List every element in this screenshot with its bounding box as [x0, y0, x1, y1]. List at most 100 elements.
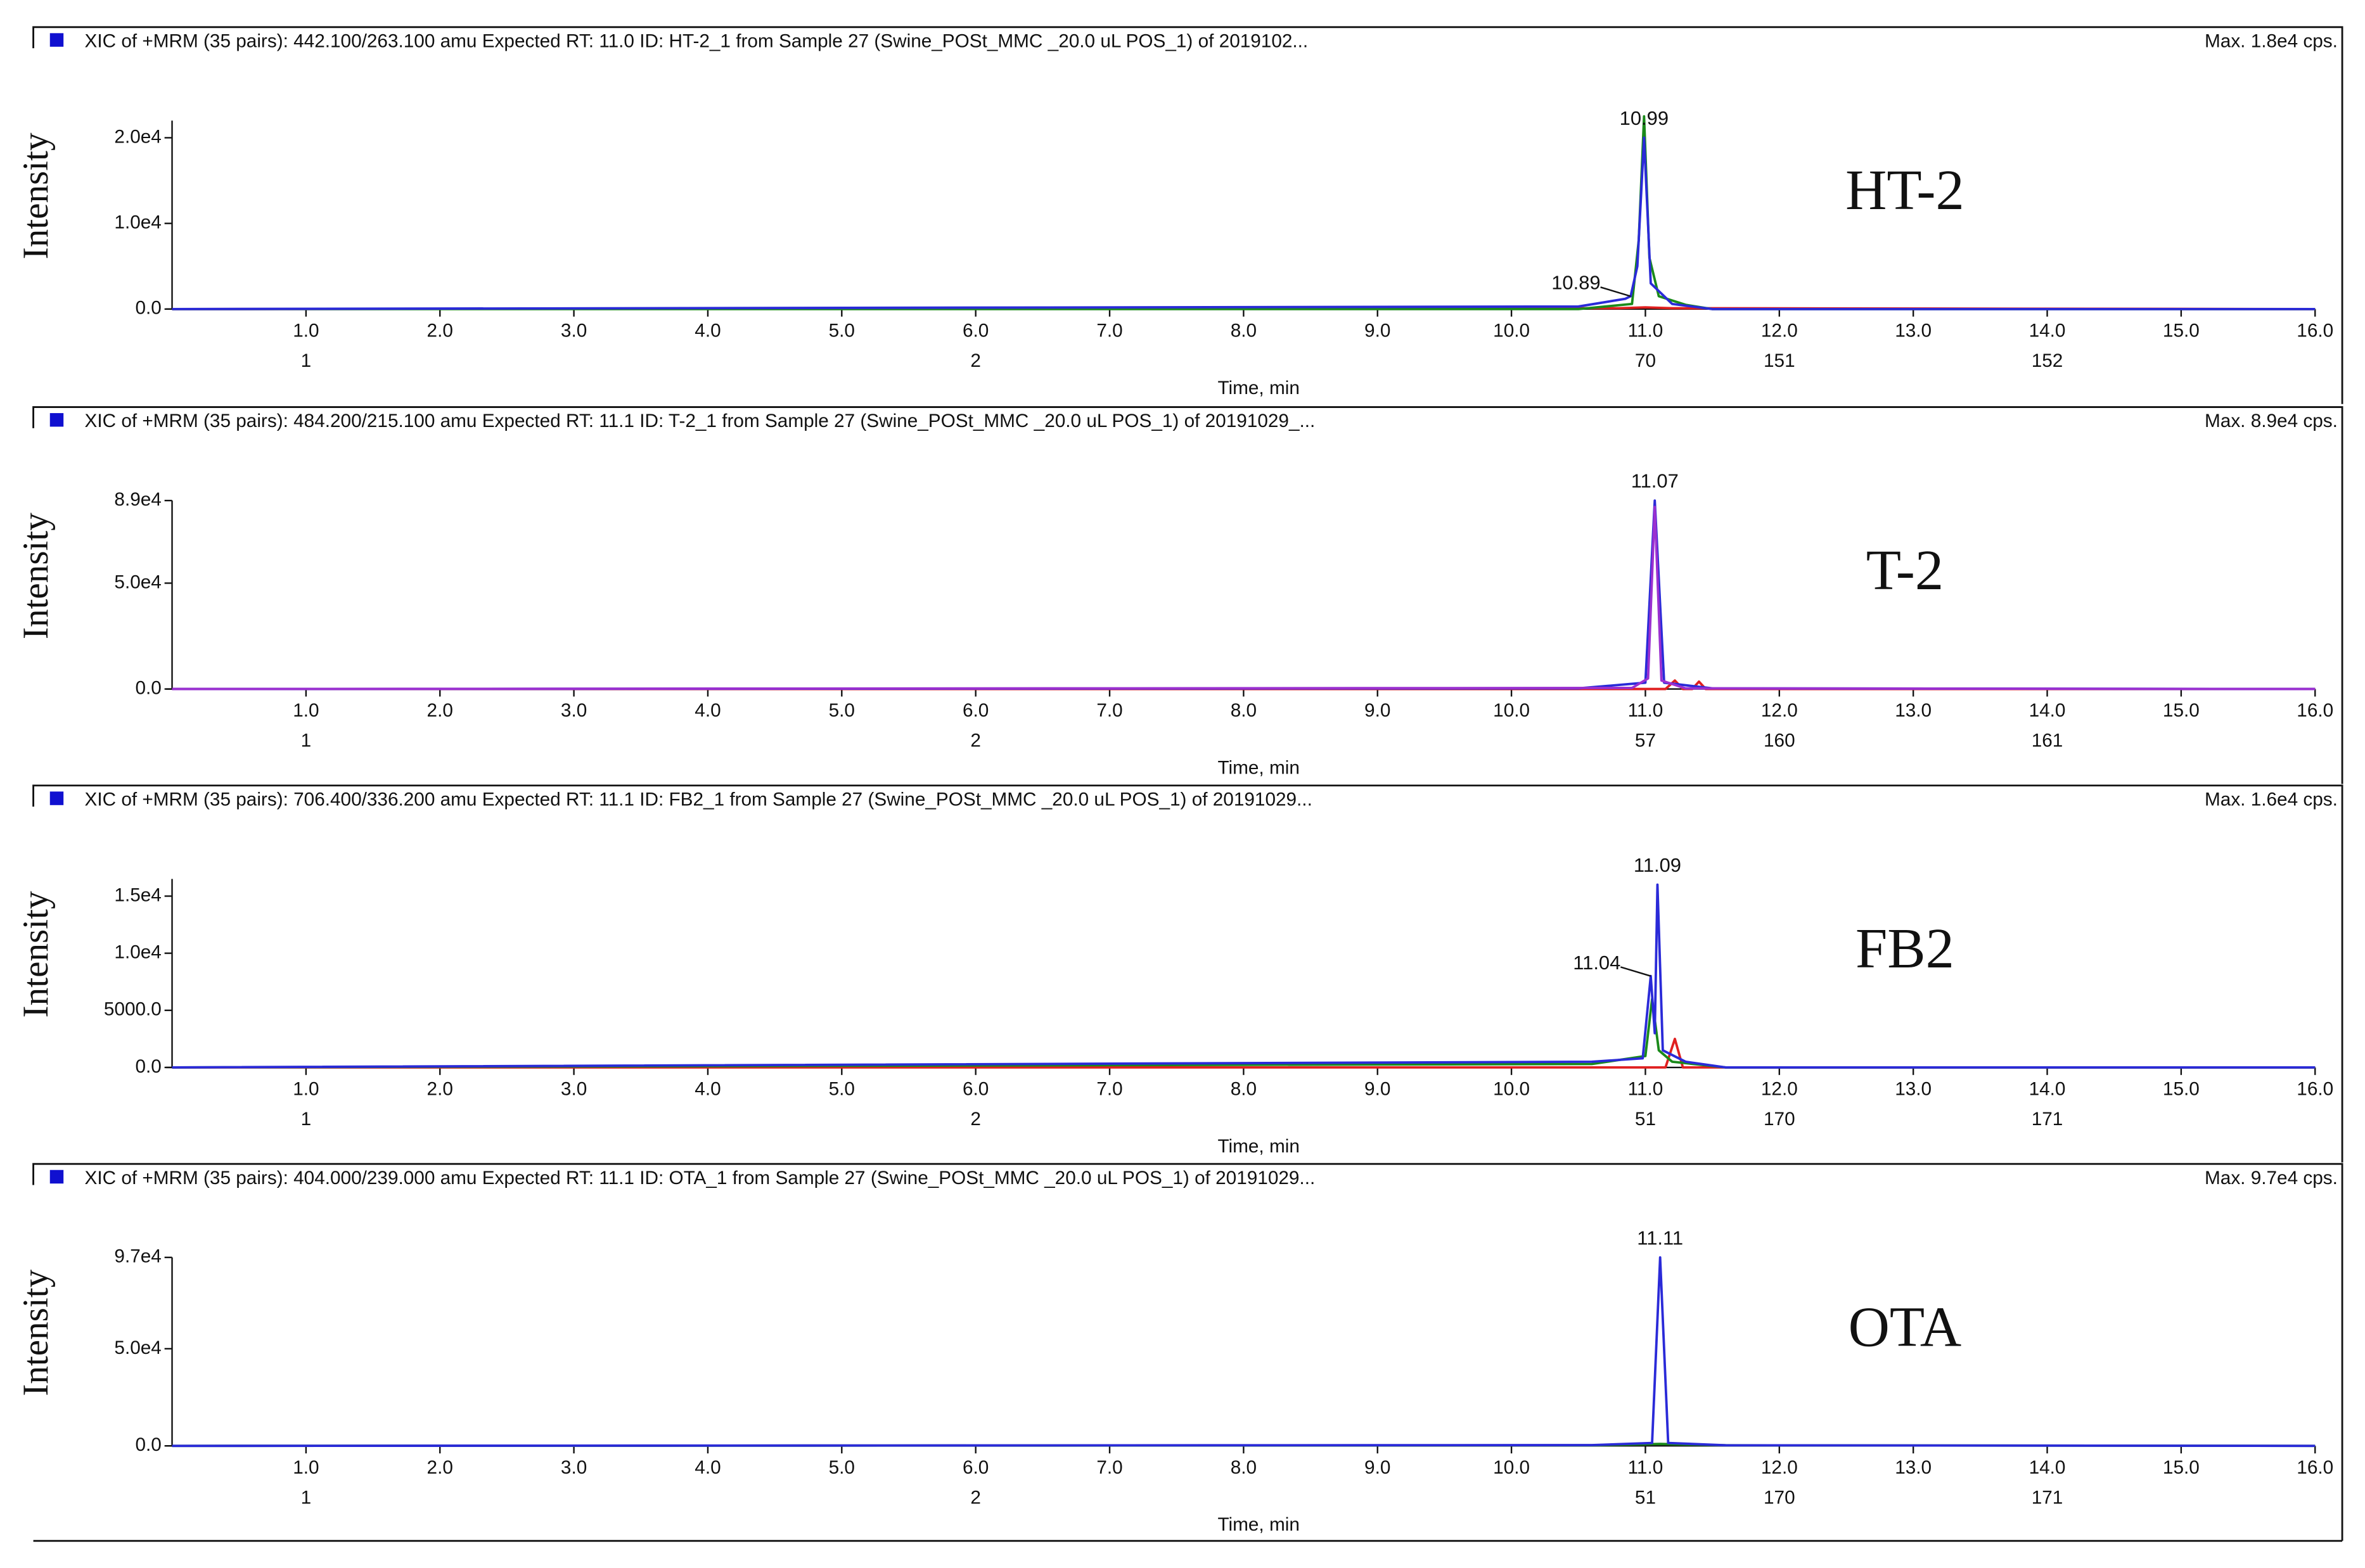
x-tick-label: 14.0 — [2029, 1457, 2066, 1478]
scan-label: 152 — [2032, 350, 2063, 371]
scan-label: 151 — [1764, 350, 1795, 371]
scan-label: 171 — [2032, 1109, 2063, 1130]
panel-frame — [32, 1163, 2343, 1541]
x-tick-label: 11.0 — [1628, 1078, 1663, 1099]
y-tick-label: 0.0 — [136, 677, 162, 698]
y-axis-label: Intensity — [16, 1269, 56, 1396]
x-tick-label: 3.0 — [561, 1457, 587, 1478]
chart-panel: XIC of +MRM (35 pairs): 706.400/336.200 … — [16, 784, 2343, 1163]
x-tick-label: 7.0 — [1096, 1457, 1122, 1478]
scan-label: 1 — [301, 730, 312, 751]
x-tick-label: 9.0 — [1364, 320, 1390, 341]
header-icon — [49, 413, 64, 427]
x-tick-label: 13.0 — [1895, 1457, 1932, 1478]
y-axis-label: Intensity — [16, 132, 56, 259]
x-tick-label: 15.0 — [2163, 320, 2200, 341]
chromatogram-trace — [172, 506, 2316, 691]
peak-leader — [1600, 286, 1631, 297]
x-tick-label: 16.0 — [2297, 700, 2333, 721]
x-tick-label: 4.0 — [695, 1457, 721, 1478]
x-tick-label: 1.0 — [293, 320, 319, 341]
x-tick-label: 8.0 — [1231, 1078, 1257, 1099]
analyte-label: FB2 — [1855, 916, 1954, 980]
x-tick-label: 2.0 — [427, 1457, 453, 1478]
x-tick-label: 6.0 — [963, 1078, 989, 1099]
scan-label: 1 — [301, 350, 312, 371]
panel-frame — [32, 406, 2343, 784]
x-tick-label: 5.0 — [829, 1457, 855, 1478]
panel-frame — [32, 784, 2343, 1163]
x-tick-label: 9.0 — [1364, 700, 1390, 721]
x-tick-label: 13.0 — [1895, 1078, 1932, 1099]
x-tick-label: 11.0 — [1628, 320, 1663, 341]
x-tick-label: 12.0 — [1761, 1078, 1798, 1099]
y-tick-label: 0.0 — [136, 298, 162, 319]
chromatogram-trace — [172, 997, 2316, 1069]
panel-header: XIC of +MRM (35 pairs): 484.200/215.100 … — [84, 411, 1315, 431]
x-tick-label: 3.0 — [561, 700, 587, 721]
y-axis-label: Intensity — [16, 513, 56, 639]
scan-label: 171 — [2032, 1487, 2063, 1508]
max-intensity: Max. 1.8e4 cps. — [2205, 30, 2338, 51]
x-tick-label: 8.0 — [1231, 320, 1257, 341]
x-tick-label: 7.0 — [1096, 320, 1122, 341]
y-tick-label: 5.0e4 — [114, 571, 161, 592]
header-icon — [49, 33, 64, 47]
x-tick-label: 6.0 — [963, 1457, 989, 1478]
scan-label: 1 — [301, 1109, 312, 1130]
peak-label: 10.99 — [1620, 107, 1669, 129]
x-tick-label: 16.0 — [2297, 1078, 2333, 1099]
x-tick-label: 2.0 — [427, 700, 453, 721]
scan-label: 51 — [1635, 1487, 1656, 1508]
panel-header: XIC of +MRM (35 pairs): 442.100/263.100 … — [84, 30, 1308, 51]
y-tick-label: 1.0e4 — [114, 212, 161, 233]
y-tick-label: 5000.0 — [104, 999, 162, 1020]
y-axis-label: Intensity — [16, 891, 56, 1017]
max-intensity: Max. 9.7e4 cps. — [2205, 1168, 2338, 1189]
x-tick-label: 8.0 — [1231, 700, 1257, 721]
x-tick-label: 1.0 — [293, 1457, 319, 1478]
x-tick-label: 3.0 — [561, 1078, 587, 1099]
x-tick-label: 9.0 — [1364, 1078, 1390, 1099]
analyte-label: HT-2 — [1845, 158, 1964, 222]
x-tick-label: 12.0 — [1761, 320, 1798, 341]
x-tick-label: 10.0 — [1493, 1078, 1530, 1099]
panel-header: XIC of +MRM (35 pairs): 706.400/336.200 … — [84, 789, 1312, 810]
x-axis-label: Time, min — [1217, 1136, 1299, 1157]
y-tick-label: 1.0e4 — [114, 941, 161, 962]
x-tick-label: 1.0 — [293, 700, 319, 721]
x-tick-label: 16.0 — [2297, 1457, 2333, 1478]
x-tick-label: 6.0 — [963, 320, 989, 341]
y-tick-label: 5.0e4 — [114, 1337, 161, 1358]
x-axis-label: Time, min — [1217, 378, 1299, 398]
x-tick-label: 13.0 — [1895, 700, 1932, 721]
x-tick-label: 14.0 — [2029, 700, 2066, 721]
max-intensity: Max. 1.6e4 cps. — [2205, 789, 2338, 810]
x-axis-label: Time, min — [1217, 758, 1299, 779]
x-tick-label: 15.0 — [2163, 700, 2200, 721]
x-tick-label: 7.0 — [1096, 1078, 1122, 1099]
x-tick-label: 15.0 — [2163, 1078, 2200, 1099]
scan-label: 2 — [970, 1109, 981, 1130]
chromatogram-trace — [172, 136, 2316, 310]
x-tick-label: 14.0 — [2029, 320, 2066, 341]
x-tick-label: 4.0 — [695, 700, 721, 721]
x-tick-label: 2.0 — [427, 1078, 453, 1099]
y-tick-label: 0.0 — [136, 1434, 162, 1455]
x-tick-label: 13.0 — [1895, 320, 1932, 341]
analyte-label: T-2 — [1866, 538, 1944, 602]
chromatogram-trace — [172, 499, 2316, 691]
x-tick-label: 10.0 — [1493, 320, 1530, 341]
max-intensity: Max. 8.9e4 cps. — [2205, 411, 2338, 431]
scan-label: 170 — [1764, 1109, 1795, 1130]
peak-label: 11.04 — [1573, 952, 1620, 974]
x-tick-label: 4.0 — [695, 1078, 721, 1099]
chromatogram-trace — [172, 883, 2316, 1069]
y-tick-label: 8.9e4 — [114, 489, 161, 510]
x-tick-label: 4.0 — [695, 320, 721, 341]
x-tick-label: 9.0 — [1364, 1457, 1390, 1478]
x-tick-label: 12.0 — [1761, 700, 1798, 721]
panel-frame — [32, 26, 2343, 404]
